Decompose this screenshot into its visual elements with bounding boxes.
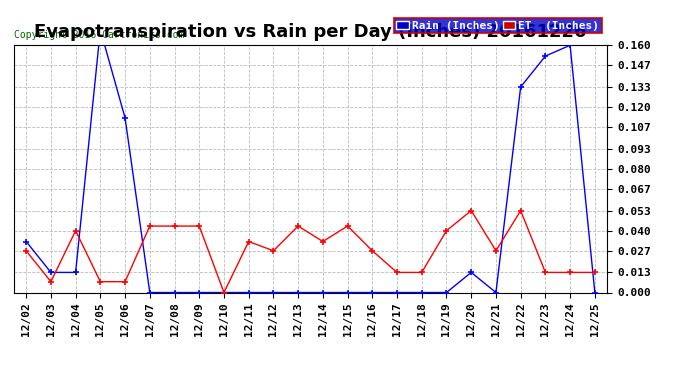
Rain (Inches)	[220, 290, 228, 295]
ET  (Inches)	[541, 270, 549, 274]
Rain (Inches)	[393, 290, 401, 295]
Rain (Inches)	[442, 290, 451, 295]
Line: Rain (Inches): Rain (Inches)	[23, 26, 598, 296]
ET  (Inches)	[492, 249, 500, 253]
ET  (Inches)	[47, 279, 55, 284]
Legend: Rain (Inches), ET  (Inches): Rain (Inches), ET (Inches)	[394, 18, 602, 33]
ET  (Inches)	[170, 224, 179, 228]
ET  (Inches)	[244, 239, 253, 244]
ET  (Inches)	[195, 224, 204, 228]
Rain (Inches)	[344, 290, 352, 295]
ET  (Inches)	[442, 228, 451, 233]
ET  (Inches)	[269, 249, 277, 253]
Rain (Inches)	[566, 43, 574, 48]
Rain (Inches)	[517, 85, 525, 89]
Rain (Inches)	[22, 239, 30, 244]
Rain (Inches)	[96, 27, 104, 32]
ET  (Inches)	[319, 239, 327, 244]
ET  (Inches)	[393, 270, 401, 274]
Rain (Inches)	[541, 54, 549, 58]
Rain (Inches)	[319, 290, 327, 295]
Rain (Inches)	[294, 290, 302, 295]
ET  (Inches)	[591, 270, 599, 274]
Rain (Inches)	[368, 290, 377, 295]
Line: ET  (Inches): ET (Inches)	[23, 207, 598, 296]
ET  (Inches)	[566, 270, 574, 274]
ET  (Inches)	[344, 224, 352, 228]
Rain (Inches)	[492, 290, 500, 295]
Rain (Inches)	[269, 290, 277, 295]
Rain (Inches)	[146, 290, 154, 295]
ET  (Inches)	[72, 228, 80, 233]
Rain (Inches)	[195, 290, 204, 295]
ET  (Inches)	[517, 209, 525, 213]
ET  (Inches)	[417, 270, 426, 274]
Text: Copyright 2016 Cartronics.com: Copyright 2016 Cartronics.com	[14, 30, 184, 40]
Rain (Inches)	[72, 270, 80, 274]
Rain (Inches)	[244, 290, 253, 295]
Rain (Inches)	[47, 270, 55, 274]
ET  (Inches)	[294, 224, 302, 228]
ET  (Inches)	[22, 249, 30, 253]
ET  (Inches)	[121, 279, 129, 284]
Rain (Inches)	[170, 290, 179, 295]
Rain (Inches)	[417, 290, 426, 295]
ET  (Inches)	[220, 290, 228, 295]
Rain (Inches)	[467, 270, 475, 274]
ET  (Inches)	[96, 279, 104, 284]
ET  (Inches)	[467, 209, 475, 213]
ET  (Inches)	[368, 249, 377, 253]
ET  (Inches)	[146, 224, 154, 228]
Rain (Inches)	[121, 116, 129, 120]
Rain (Inches)	[591, 290, 599, 295]
Title: Evapotranspiration vs Rain per Day (Inches) 20161226: Evapotranspiration vs Rain per Day (Inch…	[34, 22, 586, 40]
